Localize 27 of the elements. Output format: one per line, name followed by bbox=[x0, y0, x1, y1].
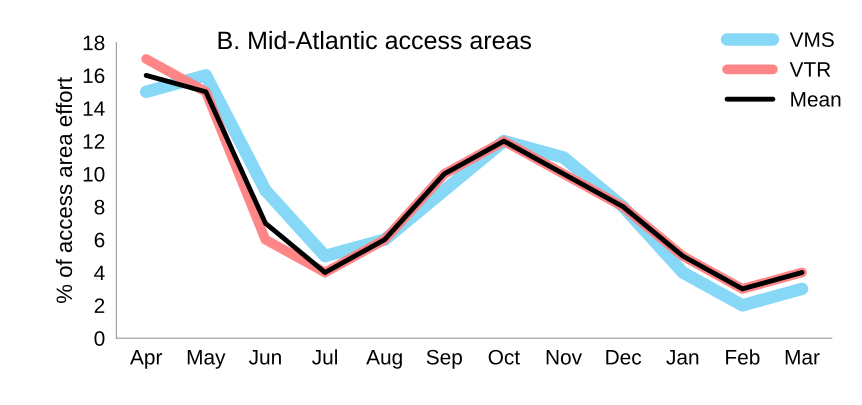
x-tick-label: Feb bbox=[726, 349, 760, 365]
y-tick-label: 8 bbox=[94, 200, 104, 215]
legend-label: Mean bbox=[791, 92, 840, 107]
x-tick-label: Dec bbox=[606, 350, 642, 365]
x-tick-label: Sep bbox=[426, 350, 462, 369]
y-tick-label: 18 bbox=[84, 36, 104, 50]
y-tick-label: 6 bbox=[94, 232, 104, 248]
legend-label: VMS bbox=[790, 32, 834, 48]
x-tick-label: Oct bbox=[488, 350, 520, 365]
y-tick-label: 0 bbox=[94, 331, 104, 346]
y-axis-title: % of access area effort bbox=[56, 77, 72, 303]
x-tick-label: Mar bbox=[786, 350, 820, 365]
y-tick-label: 4 bbox=[94, 266, 105, 280]
y-tick-label: 2 bbox=[94, 298, 104, 313]
x-tick-label: Aug bbox=[366, 350, 402, 369]
y-tick-label: 16 bbox=[84, 68, 104, 84]
chart-title: B. Mid-Atlantic access areas bbox=[218, 30, 532, 50]
x-tick-label: Apr bbox=[130, 350, 162, 369]
x-tick-label: Jul bbox=[312, 349, 337, 365]
x-tick-label: May bbox=[188, 350, 226, 369]
x-tick-label: Jan bbox=[666, 350, 698, 365]
y-tick-label: 10 bbox=[84, 166, 104, 182]
y-tick-label: 12 bbox=[84, 134, 104, 149]
y-tick-label: 14 bbox=[84, 101, 105, 116]
x-tick-label: Nov bbox=[546, 350, 582, 365]
x-tick-label: Jun bbox=[248, 350, 281, 365]
legend-label: VTR bbox=[790, 62, 830, 77]
